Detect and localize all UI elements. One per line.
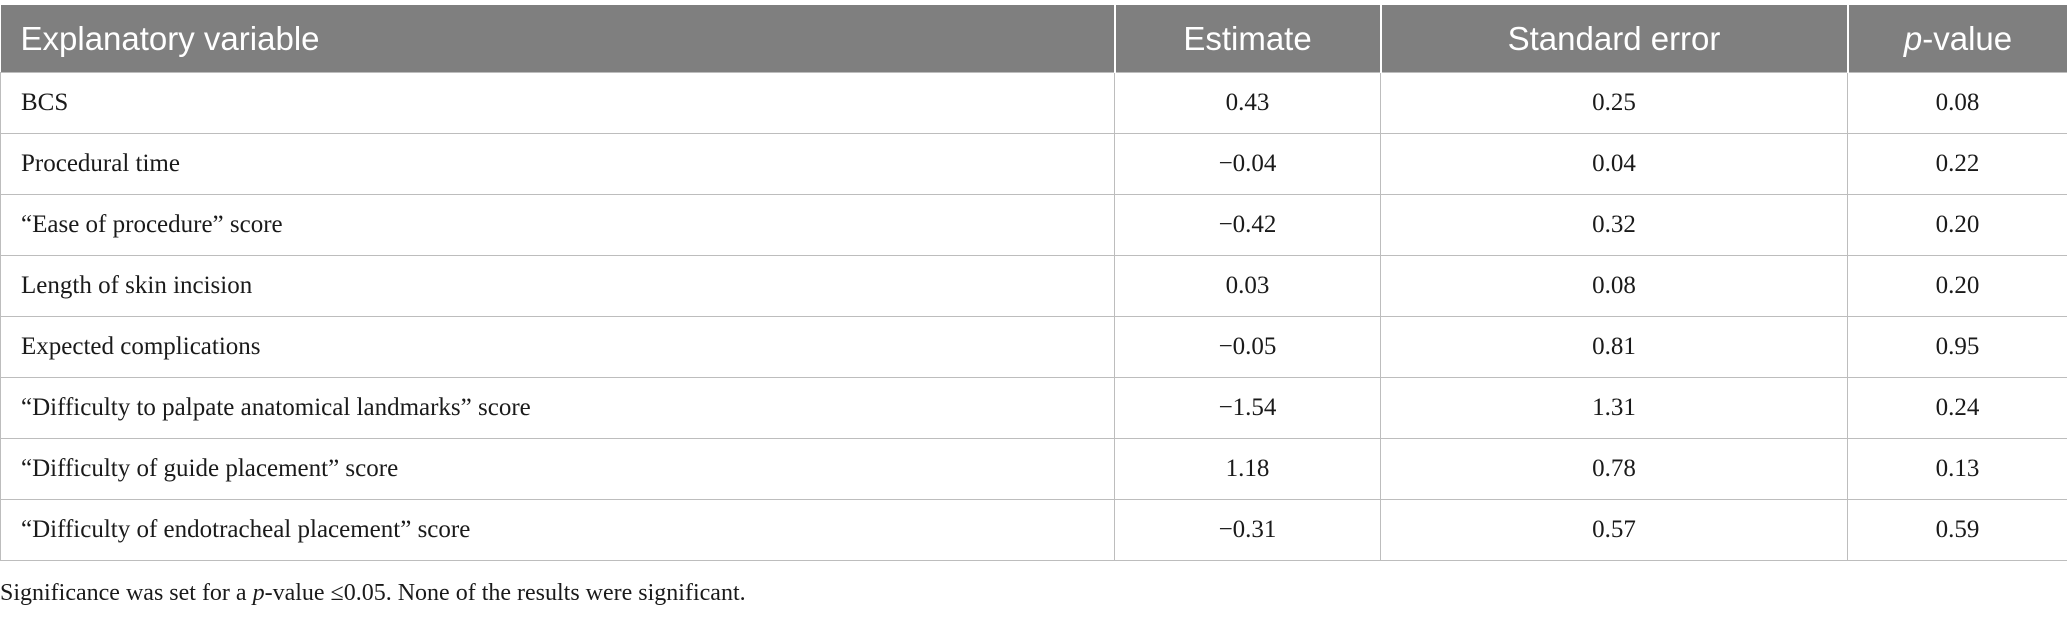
- cell-standard-error: 0.57: [1380, 499, 1848, 561]
- footnote-p-italic: p: [252, 580, 265, 606]
- cell-variable: “Difficulty of endotracheal placement” s…: [0, 499, 1115, 561]
- header-estimate: Estimate: [1113, 5, 1381, 73]
- table-row: “Ease of procedure” score −0.42 0.32 0.2…: [0, 194, 2067, 256]
- header-row: Explanatory variable Estimate Standard e…: [0, 5, 2067, 73]
- cell-standard-error: 0.78: [1380, 438, 1848, 500]
- table-row: Length of skin incision 0.03 0.08 0.20: [0, 255, 2067, 317]
- table-header: Explanatory variable Estimate Standard e…: [0, 5, 2067, 73]
- table-footnote: Significance was set for a p-value ≤0.05…: [0, 580, 746, 607]
- table-row: Procedural time −0.04 0.04 0.22: [0, 133, 2067, 195]
- cell-p-value: 0.20: [1847, 194, 2067, 256]
- cell-estimate: −0.04: [1114, 133, 1381, 195]
- cell-estimate: 0.03: [1114, 255, 1381, 317]
- cell-variable: Length of skin incision: [0, 255, 1115, 317]
- table-row: “Difficulty to palpate anatomical landma…: [0, 377, 2067, 439]
- results-table-container: Explanatory variable Estimate Standard e…: [0, 5, 2067, 561]
- cell-estimate: 0.43: [1114, 72, 1381, 134]
- table-body: BCS 0.43 0.25 0.08 Procedural time −0.04…: [0, 72, 2067, 561]
- cell-estimate: −0.05: [1114, 316, 1381, 378]
- cell-estimate: −0.42: [1114, 194, 1381, 256]
- table-row: BCS 0.43 0.25 0.08: [0, 72, 2067, 134]
- cell-variable: Expected complications: [0, 316, 1115, 378]
- cell-p-value: 0.08: [1847, 72, 2067, 134]
- cell-estimate: −1.54: [1114, 377, 1381, 439]
- table-row: Expected complications −0.05 0.81 0.95: [0, 316, 2067, 378]
- header-standard-error: Standard error: [1379, 5, 1848, 73]
- cell-standard-error: 0.25: [1380, 72, 1848, 134]
- table-row: “Difficulty of guide placement” score 1.…: [0, 438, 2067, 500]
- table-row: “Difficulty of endotracheal placement” s…: [0, 499, 2067, 561]
- footnote-after: -value ≤0.05. None of the results were s…: [264, 580, 746, 606]
- cell-p-value: 0.24: [1847, 377, 2067, 439]
- cell-p-value: 0.22: [1847, 133, 2067, 195]
- cell-estimate: 1.18: [1114, 438, 1381, 500]
- cell-standard-error: 0.04: [1380, 133, 1848, 195]
- footnote-before: Significance was set for a: [0, 580, 253, 606]
- cell-p-value: 0.13: [1847, 438, 2067, 500]
- cell-standard-error: 0.08: [1380, 255, 1848, 317]
- cell-standard-error: 0.81: [1380, 316, 1848, 378]
- cell-p-value: 0.20: [1847, 255, 2067, 317]
- cell-standard-error: 1.31: [1380, 377, 1848, 439]
- cell-variable: BCS: [0, 72, 1115, 134]
- cell-variable: Procedural time: [0, 133, 1115, 195]
- cell-p-value: 0.95: [1847, 316, 2067, 378]
- header-p-suffix: -value: [1922, 19, 2013, 57]
- cell-p-value: 0.59: [1847, 499, 2067, 561]
- cell-estimate: −0.31: [1114, 499, 1381, 561]
- cell-variable: “Ease of procedure” score: [0, 194, 1115, 256]
- header-p-italic: p: [1903, 19, 1923, 57]
- cell-variable: “Difficulty of guide placement” score: [0, 438, 1115, 500]
- results-table: Explanatory variable Estimate Standard e…: [0, 5, 2067, 561]
- header-explanatory-variable: Explanatory variable: [0, 5, 1115, 73]
- cell-variable: “Difficulty to palpate anatomical landma…: [0, 377, 1115, 439]
- cell-standard-error: 0.32: [1380, 194, 1848, 256]
- header-p-value: p-value: [1846, 5, 2067, 73]
